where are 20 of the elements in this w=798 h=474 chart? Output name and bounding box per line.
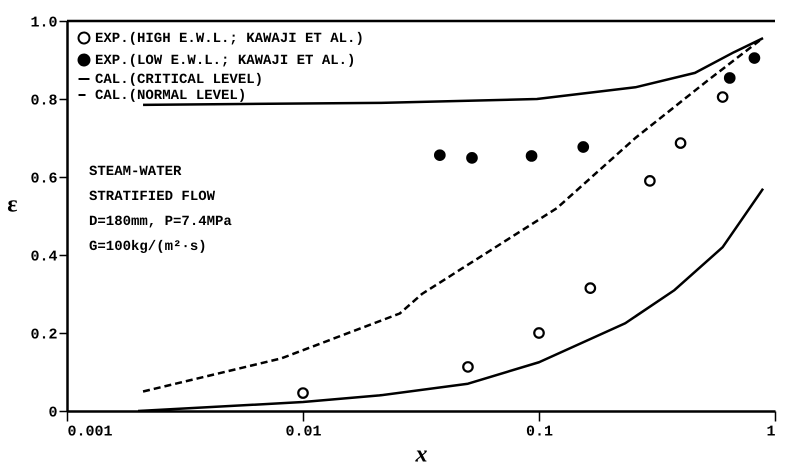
legend-label: CAL.(CRITICAL LEVEL) — [95, 72, 264, 88]
y-tick-label: 0.6 — [30, 170, 58, 188]
x-tick-label: 0.001 — [68, 424, 113, 440]
legend-label: EXP.(LOW E.W.L.; KAWAJI ET AL.) — [95, 53, 356, 69]
legend-label: EXP.(HIGH E.W.L.; KAWAJI ET AL.) — [95, 31, 364, 47]
y-tick-label: 0.2 — [30, 326, 58, 344]
y-tick-label: 0.4 — [30, 248, 58, 266]
y-tick-label: 0 — [48, 404, 58, 422]
x-tick-label: 0.1 — [526, 424, 554, 440]
x-tick-label: 0.01 — [285, 424, 322, 440]
y-tick-label: 0.8 — [30, 92, 58, 110]
annotation: STRATIFIED FLOW — [89, 189, 216, 205]
x-tick-label: 1 — [766, 424, 776, 440]
annotation: STEAM-WATER — [89, 164, 182, 180]
y-tick-label: 1.0 — [30, 14, 58, 32]
annotation: D=180mm, P=7.4MPa — [89, 214, 232, 230]
y-axis-title: ε — [7, 192, 18, 218]
legend-label: CAL.(NORMAL LEVEL) — [95, 88, 246, 104]
x-axis-title: x — [414, 442, 428, 468]
annotation: G=100kg/(m²·s) — [89, 239, 207, 255]
